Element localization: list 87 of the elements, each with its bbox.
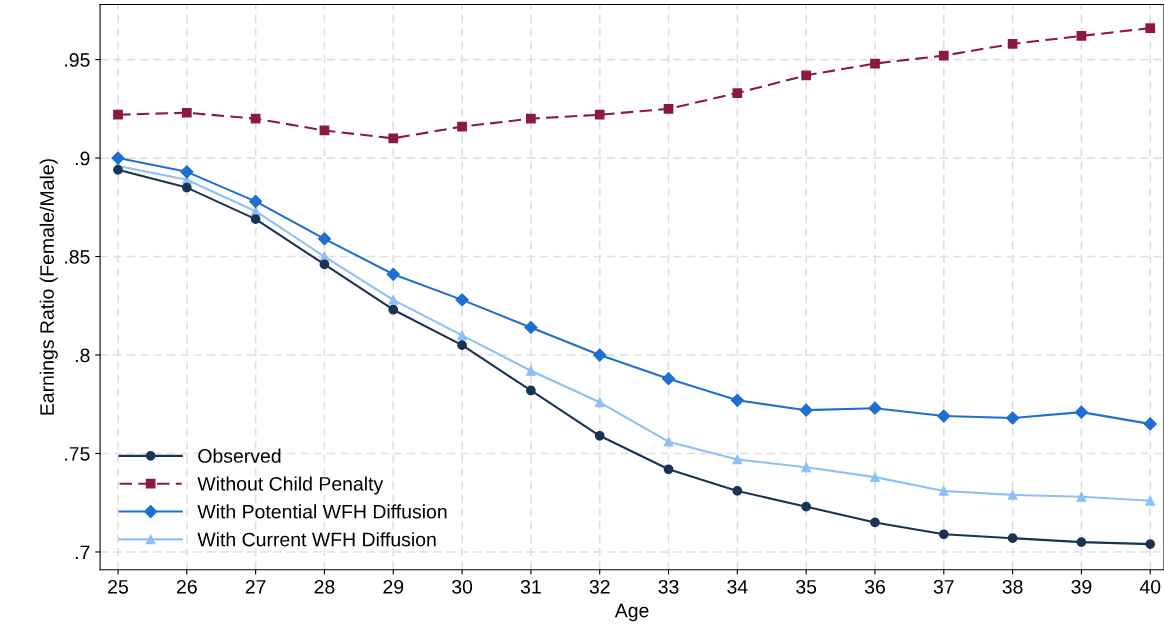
point [526, 385, 536, 396]
x-tick-label: 36 [864, 579, 885, 594]
point [1007, 38, 1018, 49]
point [594, 397, 605, 408]
x-tick-label: 27 [245, 579, 266, 594]
legend-label: Observed [198, 448, 281, 463]
y-tick-label: .8 [75, 348, 90, 363]
point [1076, 31, 1087, 41]
point [526, 113, 536, 124]
point [526, 365, 536, 376]
point [1006, 411, 1020, 425]
point [388, 304, 399, 315]
point [250, 214, 261, 224]
x-tick-label: 38 [1002, 579, 1023, 594]
x-tick-label: 30 [452, 579, 473, 594]
point [250, 113, 261, 124]
point [386, 267, 400, 281]
point [661, 372, 676, 386]
point [938, 529, 949, 540]
y-tick-label: .9 [75, 151, 90, 166]
point [319, 259, 330, 270]
x-tick-label: 34 [727, 579, 748, 594]
legend-label: Without Child Penalty [197, 476, 384, 495]
point [181, 182, 192, 193]
point [388, 295, 399, 305]
x-tick-label: 26 [176, 579, 197, 594]
y-tick-label: .7 [75, 545, 90, 560]
y-tick-label: .85 [65, 250, 90, 264]
point [113, 109, 123, 120]
point [111, 151, 125, 165]
x-tick-label: 40 [1139, 579, 1161, 594]
point [594, 109, 605, 120]
point [594, 430, 605, 441]
point [938, 486, 949, 496]
point [113, 165, 123, 175]
point [870, 472, 880, 482]
point [663, 464, 674, 475]
y-axis-title: Earnings Ratio (Female/Male) [39, 159, 58, 415]
point [1007, 489, 1018, 500]
point [937, 409, 951, 423]
point [457, 330, 467, 341]
legend-label: With Current WFH Diffusion [197, 532, 436, 547]
point [1145, 23, 1156, 33]
x-tick-label: 31 [520, 579, 541, 594]
point [732, 486, 743, 496]
point [181, 107, 192, 118]
x-tick-label: 39 [1071, 579, 1092, 594]
point [938, 50, 949, 61]
point [455, 293, 469, 307]
x-tick-label: 32 [589, 579, 610, 594]
x-tick-label: 25 [108, 579, 128, 594]
x-tick-label: 35 [796, 579, 817, 594]
point [1143, 417, 1157, 431]
x-tick-label: 37 [933, 579, 954, 594]
point [1076, 537, 1087, 547]
point [249, 194, 263, 208]
x-axis-title: Age [614, 603, 649, 622]
point [799, 403, 813, 417]
point [1145, 495, 1156, 506]
x-tick-label: 29 [383, 579, 404, 594]
point [732, 454, 743, 465]
point [1007, 533, 1018, 544]
y-tick-label: .75 [65, 447, 90, 461]
point [524, 320, 538, 335]
point [801, 70, 812, 81]
x-tick-label: 28 [314, 579, 335, 594]
point [457, 340, 467, 351]
point [593, 348, 607, 362]
point [801, 462, 812, 473]
point [1145, 539, 1156, 549]
point [663, 436, 674, 447]
point [1076, 491, 1087, 502]
point [180, 165, 194, 179]
legend-label: With Potential WFH Diffusion [197, 504, 447, 519]
point [870, 517, 880, 528]
point [801, 501, 812, 512]
point [388, 133, 399, 144]
point [732, 88, 743, 98]
x-tick-label: 33 [658, 579, 679, 594]
point [870, 58, 880, 69]
point [317, 232, 332, 246]
y-tick-label: .95 [65, 53, 90, 67]
point [1074, 405, 1089, 419]
point [868, 401, 882, 415]
point [730, 393, 744, 407]
point [457, 121, 467, 132]
point [663, 103, 674, 114]
